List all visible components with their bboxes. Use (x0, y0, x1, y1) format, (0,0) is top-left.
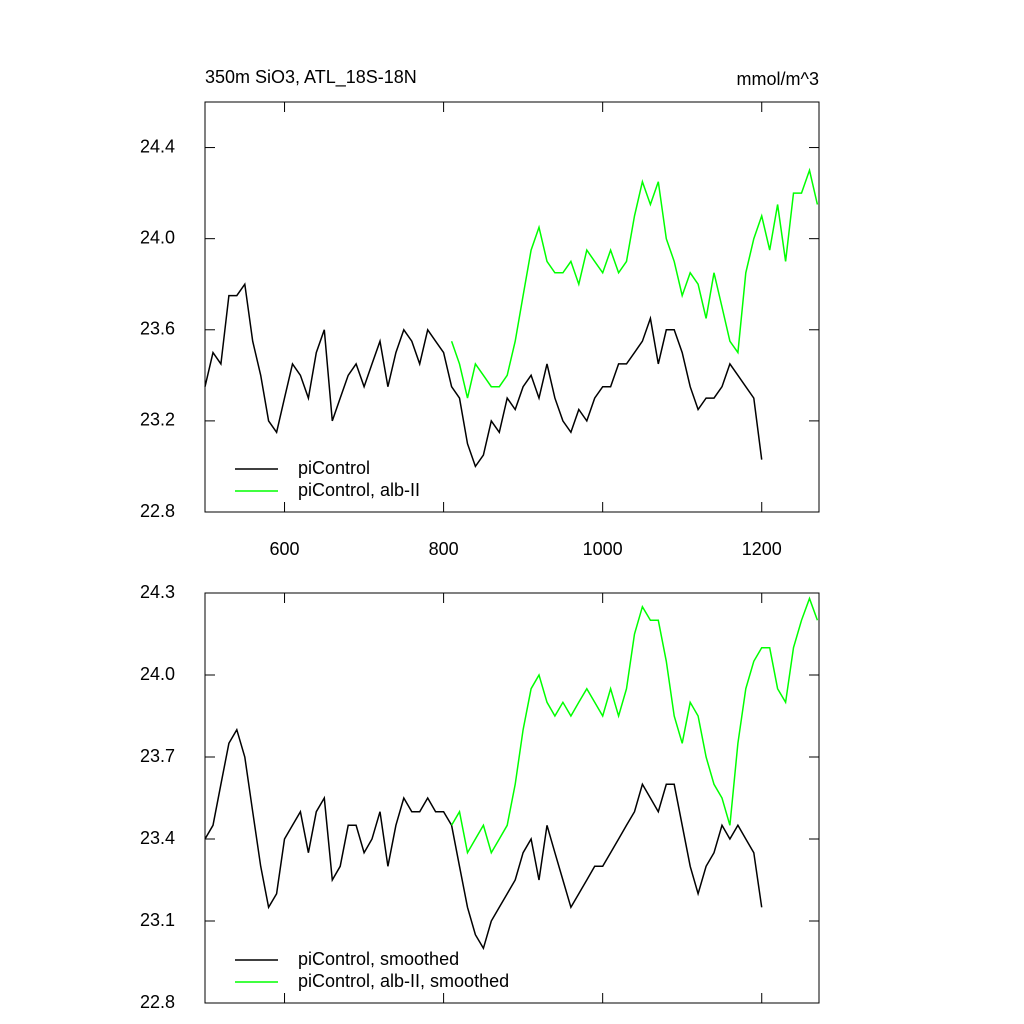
y-tick-label: 23.4 (140, 828, 175, 848)
x-tick-label: 600 (270, 539, 300, 559)
y-tick-label: 24.4 (140, 136, 175, 156)
y-tick-label: 24.0 (140, 227, 175, 247)
y-tick-label: 24.3 (140, 582, 175, 602)
y-tick-label: 24.0 (140, 664, 175, 684)
y-tick-label: 23.6 (140, 319, 175, 339)
y-tick-label: 22.8 (140, 501, 175, 521)
x-tick-label: 1000 (583, 539, 623, 559)
x-tick-label: 1200 (742, 539, 782, 559)
legend-label: piControl, alb-II (298, 480, 420, 500)
x-tick-label: 800 (429, 539, 459, 559)
legend-label: piControl, alb-II, smoothed (298, 971, 509, 991)
data-line (450, 596, 819, 855)
data-line (204, 727, 763, 951)
data-line (204, 282, 763, 469)
plot-frame (204, 592, 820, 1004)
chart-title: 350m SiO3, ATL_18S-18N (205, 67, 417, 88)
plot-frame (204, 101, 820, 513)
y-tick-label: 23.7 (140, 746, 175, 766)
data-line (450, 167, 819, 399)
legend-label: piControl, smoothed (298, 949, 459, 969)
y-tick-label: 22.8 (140, 992, 175, 1012)
y-tick-label: 23.2 (140, 410, 175, 430)
y-tick-label: 23.1 (140, 910, 175, 930)
legend-label: piControl (298, 458, 370, 478)
units-label: mmol/m^3 (737, 69, 819, 89)
